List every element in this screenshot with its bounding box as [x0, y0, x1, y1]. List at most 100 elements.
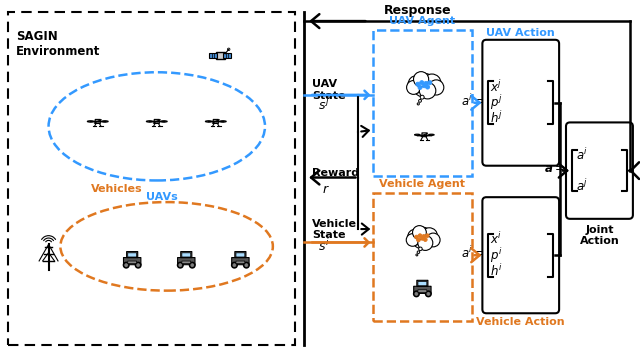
- Text: $r$: $r$: [322, 183, 330, 196]
- Text: $p^i$: $p^i$: [490, 246, 502, 265]
- Circle shape: [179, 264, 182, 267]
- FancyBboxPatch shape: [236, 261, 245, 264]
- Text: $a^j$: $a^j$: [576, 178, 588, 194]
- Circle shape: [137, 264, 140, 267]
- Circle shape: [417, 251, 420, 253]
- Circle shape: [417, 103, 419, 105]
- Text: $s^i$: $s^i$: [318, 239, 330, 254]
- FancyBboxPatch shape: [182, 253, 191, 257]
- Circle shape: [416, 254, 418, 256]
- Circle shape: [413, 72, 429, 87]
- Text: Vehicle Agent: Vehicle Agent: [380, 179, 465, 189]
- FancyBboxPatch shape: [566, 122, 633, 219]
- Circle shape: [406, 234, 419, 246]
- Circle shape: [125, 264, 127, 267]
- Circle shape: [408, 229, 424, 245]
- Circle shape: [420, 81, 424, 85]
- Circle shape: [418, 234, 422, 238]
- Text: $a^i$: $a^i$: [576, 147, 588, 163]
- Circle shape: [427, 292, 430, 295]
- FancyBboxPatch shape: [413, 286, 431, 293]
- Text: $s^j$: $s^j$: [318, 97, 330, 113]
- Text: Vehicle
State: Vehicle State: [312, 219, 357, 240]
- FancyBboxPatch shape: [182, 261, 191, 264]
- FancyBboxPatch shape: [422, 133, 427, 137]
- Circle shape: [412, 73, 436, 97]
- FancyBboxPatch shape: [216, 52, 225, 59]
- Circle shape: [413, 291, 419, 297]
- Circle shape: [426, 234, 429, 238]
- Circle shape: [421, 228, 438, 244]
- FancyBboxPatch shape: [95, 119, 100, 124]
- FancyBboxPatch shape: [124, 258, 141, 265]
- Circle shape: [408, 75, 426, 93]
- Text: Response: Response: [383, 4, 451, 17]
- Text: $x^j$: $x^j$: [490, 79, 502, 95]
- FancyBboxPatch shape: [483, 197, 559, 313]
- Text: $h^i$: $h^i$: [490, 263, 503, 279]
- Circle shape: [420, 95, 424, 99]
- Circle shape: [419, 247, 422, 251]
- Text: UAV Agent: UAV Agent: [389, 16, 456, 26]
- Circle shape: [191, 264, 194, 267]
- FancyBboxPatch shape: [232, 258, 249, 265]
- Text: UAVs: UAVs: [146, 192, 177, 202]
- Circle shape: [424, 81, 428, 86]
- Text: $p^j$: $p^j$: [490, 93, 502, 112]
- Circle shape: [177, 262, 183, 268]
- Circle shape: [426, 85, 429, 89]
- Text: Vehicle Action: Vehicle Action: [476, 317, 565, 327]
- FancyBboxPatch shape: [209, 53, 217, 58]
- Circle shape: [422, 235, 426, 238]
- Text: $\boldsymbol{a}=$: $\boldsymbol{a}=$: [545, 162, 565, 175]
- Circle shape: [429, 80, 444, 95]
- Circle shape: [413, 225, 426, 239]
- FancyBboxPatch shape: [127, 252, 138, 258]
- FancyBboxPatch shape: [178, 258, 195, 265]
- Circle shape: [233, 264, 236, 267]
- Circle shape: [426, 233, 440, 247]
- Circle shape: [419, 99, 421, 102]
- Circle shape: [232, 262, 237, 268]
- Circle shape: [415, 292, 418, 295]
- FancyBboxPatch shape: [418, 281, 427, 286]
- Circle shape: [124, 262, 129, 268]
- Circle shape: [135, 262, 141, 268]
- Text: Vehicles: Vehicles: [91, 184, 143, 194]
- Circle shape: [418, 235, 433, 250]
- Text: SAGIN
Environment: SAGIN Environment: [16, 30, 100, 58]
- Text: $a^i=$: $a^i=$: [461, 93, 484, 109]
- Circle shape: [419, 82, 436, 99]
- Circle shape: [244, 262, 249, 268]
- Text: $h^j$: $h^j$: [490, 110, 503, 126]
- FancyBboxPatch shape: [128, 261, 136, 264]
- Circle shape: [424, 238, 427, 241]
- Circle shape: [420, 236, 424, 240]
- FancyBboxPatch shape: [417, 280, 428, 286]
- Text: $a^i=$: $a^i=$: [461, 245, 484, 261]
- Circle shape: [415, 235, 419, 239]
- FancyBboxPatch shape: [235, 252, 246, 258]
- Circle shape: [426, 291, 431, 297]
- Circle shape: [422, 84, 426, 88]
- Text: UAV
State: UAV State: [312, 79, 346, 101]
- Circle shape: [245, 264, 248, 267]
- FancyBboxPatch shape: [483, 40, 559, 166]
- Circle shape: [418, 85, 422, 90]
- FancyBboxPatch shape: [418, 290, 427, 292]
- FancyBboxPatch shape: [154, 119, 159, 124]
- FancyBboxPatch shape: [213, 119, 218, 124]
- Text: Joint
Action: Joint Action: [580, 225, 620, 246]
- Circle shape: [412, 227, 433, 249]
- Circle shape: [423, 74, 441, 92]
- Text: UAV Action: UAV Action: [486, 28, 555, 38]
- FancyBboxPatch shape: [236, 253, 245, 257]
- Circle shape: [189, 262, 195, 268]
- Text: Reward: Reward: [312, 168, 359, 178]
- Circle shape: [416, 82, 420, 86]
- Circle shape: [417, 238, 420, 242]
- Text: $x^i$: $x^i$: [490, 232, 502, 247]
- Circle shape: [428, 81, 432, 85]
- Circle shape: [406, 80, 420, 95]
- FancyBboxPatch shape: [180, 252, 192, 258]
